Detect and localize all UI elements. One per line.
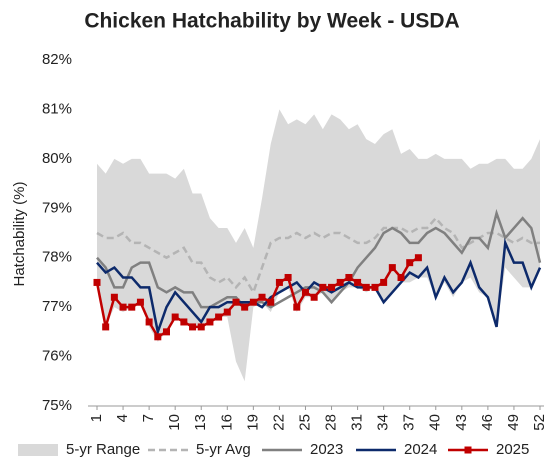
marker (258, 293, 266, 301)
x-tick-label: 52 (531, 414, 548, 431)
marker (328, 283, 336, 291)
marker (206, 318, 214, 326)
x-tick-label: 31 (349, 414, 366, 431)
x-tick-label: 28 (322, 414, 339, 431)
y-tick-label: 79% (42, 199, 72, 216)
marker (362, 283, 370, 291)
marker (380, 278, 388, 286)
legend-label: 5-yr Range (66, 441, 140, 458)
marker (154, 333, 162, 341)
marker (162, 328, 170, 336)
y-tick-label: 82% (42, 51, 72, 68)
marker (110, 293, 118, 301)
avg-line (96, 216, 540, 296)
x-tick-label: 46 (479, 414, 496, 431)
marker (93, 278, 101, 286)
marker (102, 323, 110, 331)
marker (354, 278, 362, 286)
y-axis-label: Hatchability (%) (11, 181, 28, 286)
marker (301, 288, 309, 296)
y-tick-label: 80% (42, 150, 72, 167)
marker (345, 273, 353, 281)
marker (397, 273, 405, 281)
y-tick-label: 76% (42, 348, 72, 365)
x-tick-label: 43 (453, 414, 470, 431)
series-line (96, 238, 542, 337)
marker (180, 318, 188, 326)
marker (136, 298, 144, 306)
legend-label: 2024 (404, 441, 437, 458)
series-line (96, 208, 542, 309)
marker (119, 303, 127, 311)
x-tick-label: 40 (427, 414, 444, 431)
legend-label: 2025 (496, 441, 529, 458)
marker (371, 283, 379, 291)
legend-label: 2023 (310, 441, 343, 458)
x-tick-label: 7 (140, 414, 157, 422)
range-area (97, 109, 540, 382)
marker (267, 298, 275, 306)
marker (223, 308, 231, 316)
chart-title: Chicken Hatchability by Week - USDA (84, 10, 459, 33)
marker (189, 323, 197, 331)
marker (128, 303, 136, 311)
marker (284, 273, 292, 281)
x-tick-label: 25 (296, 414, 313, 431)
marker (310, 293, 318, 301)
marker (319, 283, 327, 291)
marker (293, 303, 301, 311)
y-tick-label: 77% (42, 298, 72, 315)
x-tick-label: 13 (192, 414, 209, 431)
marker (414, 254, 422, 262)
y-tick-label: 75% (42, 397, 72, 414)
marker (241, 303, 249, 311)
legend-label: 5-yr Avg (196, 441, 251, 458)
legend-swatch (18, 444, 58, 456)
x-tick-label: 19 (244, 414, 261, 431)
y-tick-label: 81% (42, 100, 72, 117)
x-tick-label: 34 (375, 414, 392, 431)
x-tick-label: 37 (401, 414, 418, 431)
x-tick-label: 16 (218, 414, 235, 431)
x-tick-label: 49 (505, 414, 522, 431)
x-tick-label: 22 (270, 414, 287, 431)
x-tick-label: 1 (88, 414, 105, 422)
marker (249, 298, 257, 306)
marker (145, 318, 153, 326)
marker (232, 298, 240, 306)
marker (275, 278, 283, 286)
marker (215, 313, 223, 321)
marker (171, 313, 179, 321)
marker (197, 323, 205, 331)
y-tick-label: 78% (42, 249, 72, 266)
marker (406, 259, 414, 267)
marker (336, 278, 344, 286)
x-tick-label: 4 (114, 414, 131, 422)
legend-marker (464, 446, 472, 454)
marker (388, 264, 396, 272)
x-tick-label: 10 (166, 414, 183, 431)
